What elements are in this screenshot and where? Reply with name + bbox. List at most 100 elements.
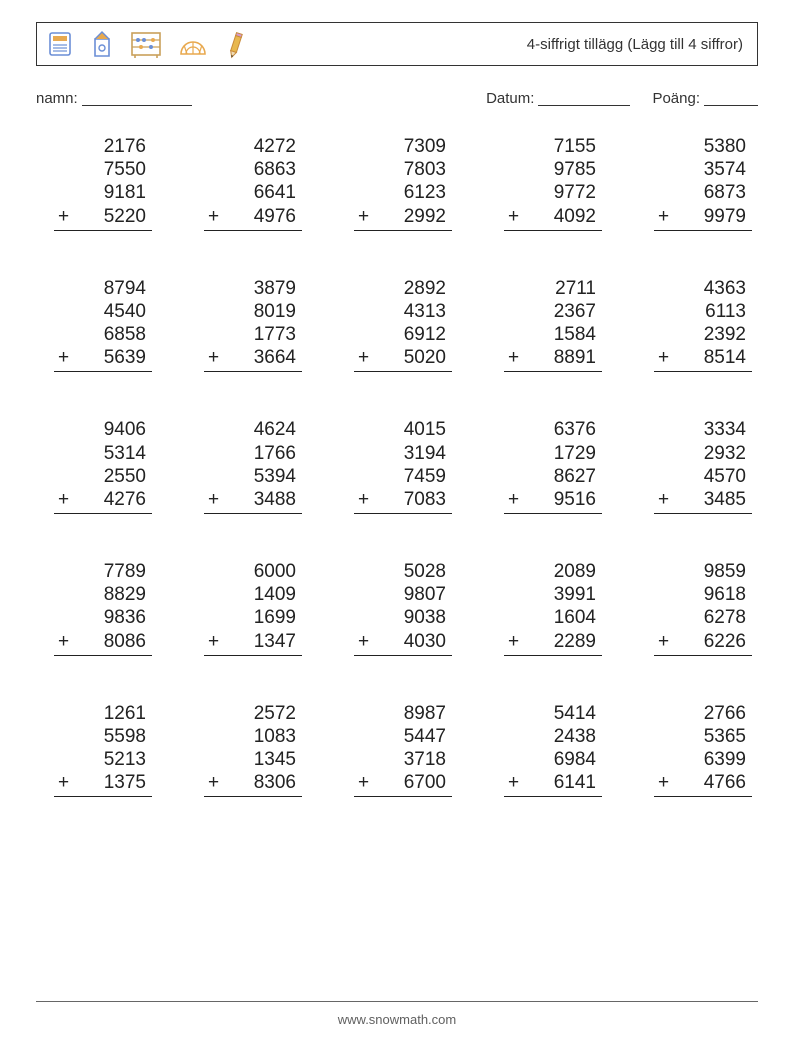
operator: + <box>58 630 69 653</box>
addend: 6399 <box>642 748 752 771</box>
addition-problem: 879445406858+5639 <box>42 277 152 373</box>
result-underline <box>204 655 302 656</box>
addition-problem: 427268636641+4976 <box>192 135 302 231</box>
addend-last: +3488 <box>192 488 302 511</box>
worksheet-page: 4-siffrigt tillägg (Lägg till 4 siffror)… <box>0 0 794 1053</box>
addend: 6113 <box>642 300 752 323</box>
addition-problem: 401531947459+7083 <box>342 418 452 514</box>
addition-problem: 985996186278+6226 <box>642 560 752 656</box>
addend: 2089 <box>492 560 602 583</box>
tool-icon-row <box>45 28 249 60</box>
addend: 5598 <box>42 725 152 748</box>
addend-last: +7083 <box>342 488 452 511</box>
addend-last: +1347 <box>192 630 302 653</box>
operator: + <box>208 205 219 228</box>
result-underline <box>504 796 602 797</box>
addend: 6873 <box>642 181 752 204</box>
result-underline <box>204 371 302 372</box>
addend: 2367 <box>492 300 602 323</box>
addend: 3991 <box>492 583 602 606</box>
addend: 1409 <box>192 583 302 606</box>
addition-problem: 257210831345+8306 <box>192 702 302 798</box>
result-underline <box>54 371 152 372</box>
worksheet-title: 4-siffrigt tillägg (Lägg till 4 siffror) <box>527 36 743 53</box>
addend-last: +6700 <box>342 771 452 794</box>
addend: 5394 <box>192 465 302 488</box>
addend: 4624 <box>192 418 302 441</box>
addition-problem: 637617298627+9516 <box>492 418 602 514</box>
result-underline <box>354 513 452 514</box>
addend: 7155 <box>492 135 602 158</box>
addend: 2711 <box>492 277 602 300</box>
addition-problem: 462417665394+3488 <box>192 418 302 514</box>
sharpener-icon <box>89 29 115 59</box>
result-underline <box>354 230 452 231</box>
result-underline <box>504 371 602 372</box>
addend: 2438 <box>492 725 602 748</box>
addition-problem: 208939911604+2289 <box>492 560 602 656</box>
result-underline <box>504 230 602 231</box>
result-underline <box>654 513 752 514</box>
addend: 4363 <box>642 277 752 300</box>
score-blank <box>704 91 758 106</box>
problems-grid: 217675509181+5220427268636641+4976730978… <box>36 135 758 797</box>
addition-problem: 271123671584+8891 <box>492 277 602 373</box>
addend: 2892 <box>342 277 452 300</box>
addend: 1766 <box>192 442 302 465</box>
addend: 9785 <box>492 158 602 181</box>
footer-rule <box>36 1001 758 1002</box>
addition-problem: 126155985213+1375 <box>42 702 152 798</box>
result-underline <box>54 230 152 231</box>
addition-problem: 217675509181+5220 <box>42 135 152 231</box>
addend: 3194 <box>342 442 452 465</box>
addend: 6912 <box>342 323 452 346</box>
operator: + <box>508 346 519 369</box>
addend: 6000 <box>192 560 302 583</box>
operator: + <box>658 771 669 794</box>
operator: + <box>508 771 519 794</box>
result-underline <box>654 655 752 656</box>
addition-problem: 940653142550+4276 <box>42 418 152 514</box>
addend-last: +8891 <box>492 346 602 369</box>
addend: 3574 <box>642 158 752 181</box>
addend: 2550 <box>42 465 152 488</box>
addend: 8019 <box>192 300 302 323</box>
result-underline <box>654 371 752 372</box>
addend: 5365 <box>642 725 752 748</box>
addend-last: +5639 <box>42 346 152 369</box>
operator: + <box>208 488 219 511</box>
addend: 9181 <box>42 181 152 204</box>
addition-problem: 289243136912+5020 <box>342 277 452 373</box>
addend-last: +5220 <box>42 205 152 228</box>
addition-problem: 898754473718+6700 <box>342 702 452 798</box>
addition-problem: 538035746873+9979 <box>642 135 752 231</box>
operator: + <box>208 346 219 369</box>
addend: 9836 <box>42 606 152 629</box>
operator: + <box>508 630 519 653</box>
addend-last: +3485 <box>642 488 752 511</box>
addend: 3334 <box>642 418 752 441</box>
addend: 8987 <box>342 702 452 725</box>
addend: 5213 <box>42 748 152 771</box>
addend-last: +2992 <box>342 205 452 228</box>
addend-last: +6141 <box>492 771 602 794</box>
addend: 7803 <box>342 158 452 181</box>
addend: 9772 <box>492 181 602 204</box>
operator: + <box>658 488 669 511</box>
operator: + <box>358 346 369 369</box>
operator: + <box>58 771 69 794</box>
meta-row: namn: Datum: Poäng: <box>36 90 758 107</box>
operator: + <box>508 488 519 511</box>
addend: 2766 <box>642 702 752 725</box>
result-underline <box>504 513 602 514</box>
addition-problem: 333429324570+3485 <box>642 418 752 514</box>
addend: 6376 <box>492 418 602 441</box>
addend: 6858 <box>42 323 152 346</box>
operator: + <box>358 488 369 511</box>
addend-last: +4766 <box>642 771 752 794</box>
addend: 1699 <box>192 606 302 629</box>
addend-last: +8086 <box>42 630 152 653</box>
addend-last: +4092 <box>492 205 602 228</box>
addend: 8794 <box>42 277 152 300</box>
addend-last: +2289 <box>492 630 602 653</box>
